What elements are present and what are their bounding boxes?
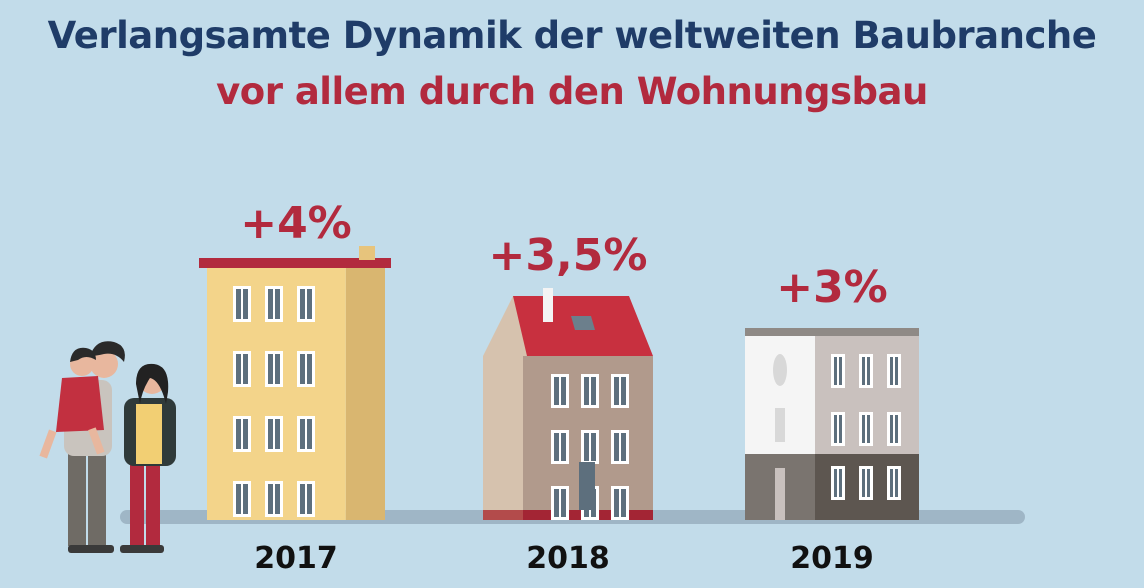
data-label-2017: +4% — [240, 198, 352, 249]
chart-bars: +4% 2017 +3,5% 2018 +3% 2019 — [199, 198, 919, 576]
bar-2019 — [745, 328, 919, 520]
family-illustration-icon — [39, 341, 176, 553]
tick-label-2019: 2019 — [790, 541, 874, 576]
chart-title: Verlangsamte Dynamik der weltweiten Baub… — [47, 14, 1097, 57]
tick-label-2017: 2017 — [254, 541, 338, 576]
chart-subtitle: vor allem durch den Wohnungsbau — [216, 70, 928, 113]
bar-2018 — [483, 288, 653, 520]
data-label-2019: +3% — [776, 262, 888, 313]
data-label-2018: +3,5% — [489, 230, 648, 281]
tick-label-2018: 2018 — [526, 541, 610, 576]
bar-2017 — [199, 246, 391, 520]
